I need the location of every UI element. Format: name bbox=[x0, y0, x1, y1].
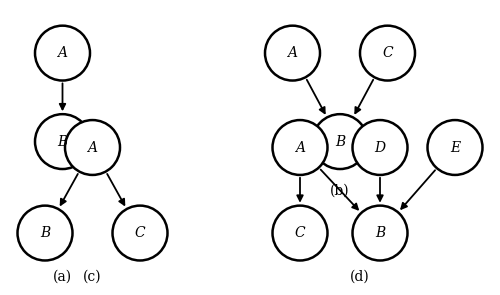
Text: A: A bbox=[88, 140, 98, 155]
Ellipse shape bbox=[65, 120, 120, 175]
Ellipse shape bbox=[360, 26, 415, 81]
Text: C: C bbox=[382, 46, 393, 60]
Ellipse shape bbox=[272, 120, 328, 175]
Ellipse shape bbox=[35, 114, 90, 169]
Ellipse shape bbox=[352, 206, 408, 260]
Text: D: D bbox=[374, 140, 386, 155]
Ellipse shape bbox=[352, 120, 408, 175]
Text: (b): (b) bbox=[330, 184, 350, 198]
Ellipse shape bbox=[312, 114, 368, 169]
Text: B: B bbox=[335, 135, 345, 149]
Text: B: B bbox=[40, 226, 50, 240]
Text: (a): (a) bbox=[53, 269, 72, 283]
Ellipse shape bbox=[112, 206, 168, 260]
Text: A: A bbox=[295, 140, 305, 155]
Text: (d): (d) bbox=[350, 269, 370, 283]
Ellipse shape bbox=[272, 206, 328, 260]
Ellipse shape bbox=[18, 206, 72, 260]
Text: C: C bbox=[134, 226, 145, 240]
Ellipse shape bbox=[265, 26, 320, 81]
Text: A: A bbox=[288, 46, 298, 60]
Text: A: A bbox=[58, 46, 68, 60]
Ellipse shape bbox=[428, 120, 482, 175]
Ellipse shape bbox=[35, 26, 90, 81]
Text: C: C bbox=[294, 226, 306, 240]
Text: B: B bbox=[58, 135, 68, 149]
Text: (c): (c) bbox=[83, 269, 102, 283]
Text: B: B bbox=[375, 226, 385, 240]
Text: E: E bbox=[450, 140, 460, 155]
